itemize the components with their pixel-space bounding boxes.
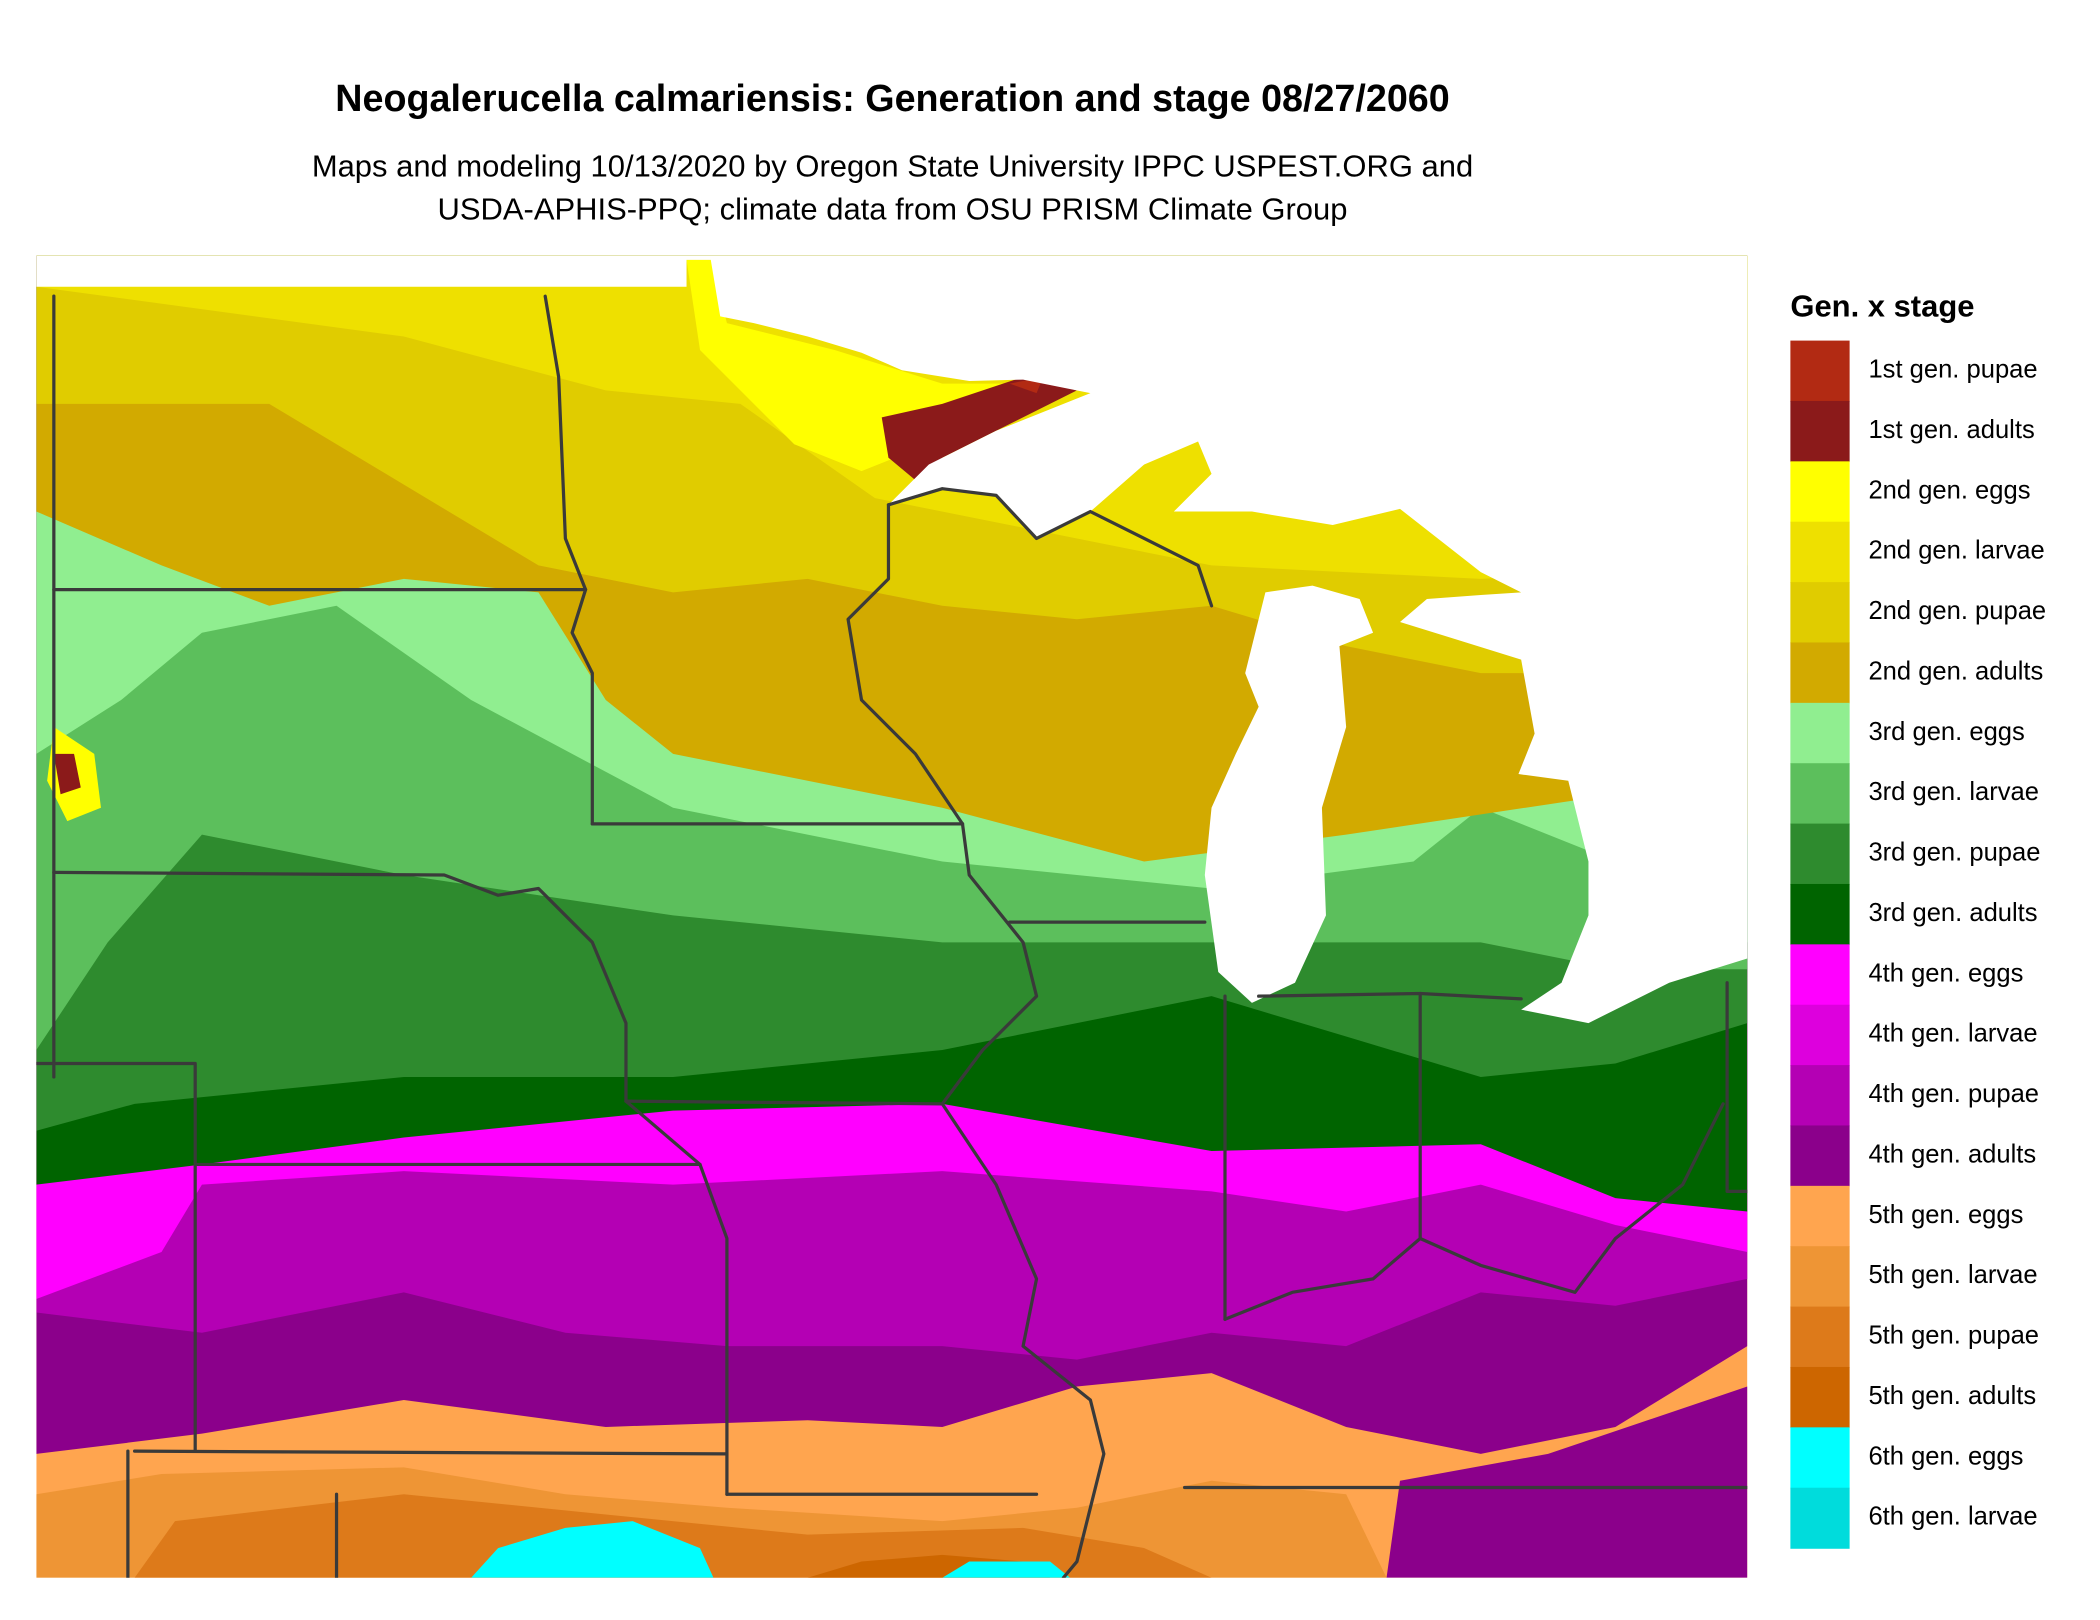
legend-label: 4th gen. larvae xyxy=(1868,1020,2037,1048)
state-border xyxy=(133,1449,729,1456)
legend-swatch xyxy=(1790,642,1850,704)
legend-label: 6th gen. eggs xyxy=(1868,1442,2023,1470)
legend-swatch xyxy=(1790,400,1850,463)
legend-swatch xyxy=(1790,1125,1850,1187)
legend-swatch xyxy=(1790,1427,1850,1489)
legend-swatch xyxy=(1790,461,1850,523)
legend-label: 5th gen. larvae xyxy=(1868,1261,2037,1289)
legend-swatch xyxy=(1790,1246,1850,1308)
state-border xyxy=(886,487,1214,608)
legend-swatch xyxy=(1790,1185,1850,1247)
stage-patch xyxy=(942,1561,1071,1578)
legend-swatch xyxy=(1790,763,1850,825)
legend-swatch xyxy=(1790,582,1850,644)
legend-label: 3rd gen. eggs xyxy=(1868,718,2024,746)
subtitle: Maps and modeling 10/13/2020 by Oregon S… xyxy=(312,148,1473,183)
title: Neogalerucella calmariensis: Generation … xyxy=(335,77,1449,119)
legend-swatch xyxy=(1790,1065,1850,1127)
stage-patch xyxy=(881,376,1077,492)
legend-swatch xyxy=(1790,1366,1850,1429)
state-border xyxy=(940,1102,1106,1578)
legend-label: 5th gen. pupae xyxy=(1868,1322,2039,1350)
legend-label: 4th gen. eggs xyxy=(1868,959,2023,987)
legend-label: 4th gen. pupae xyxy=(1868,1080,2039,1108)
state-border xyxy=(846,503,965,826)
state-border xyxy=(36,1061,197,1453)
water xyxy=(1204,585,1374,1003)
water xyxy=(36,255,1748,1024)
state-border xyxy=(624,1099,944,1106)
legend: 1st gen. pupae 1st gen. adults 2nd gen. eg… xyxy=(1790,340,2046,1549)
legend-label: 3rd gen. pupae xyxy=(1868,839,2040,867)
legend-swatch xyxy=(1790,944,1850,1006)
state-border xyxy=(624,1099,729,1496)
legend-label: 5th gen. adults xyxy=(1868,1382,2036,1410)
state-border xyxy=(1223,1102,1725,1321)
legend-label: 2nd gen. pupae xyxy=(1868,597,2046,625)
legend-swatch xyxy=(1790,1306,1850,1368)
legend-label: 1st gen. adults xyxy=(1868,416,2034,444)
legend-swatch xyxy=(1790,1487,1850,1549)
subtitle: USDA-APHIS-PPQ; climate data from OSU PR… xyxy=(438,192,1348,227)
legend-swatch xyxy=(1790,823,1850,885)
stage-patch xyxy=(471,1521,714,1578)
state-border xyxy=(1257,991,1523,1001)
legend-label: 5th gen. eggs xyxy=(1868,1201,2023,1229)
legend-swatch xyxy=(1790,702,1850,764)
state-border xyxy=(543,294,594,826)
stage-patch xyxy=(53,753,81,795)
state-border xyxy=(1725,981,1748,1193)
legend-swatch xyxy=(1790,1004,1850,1066)
legend-swatch xyxy=(1790,521,1850,583)
legend-label: 2nd gen. eggs xyxy=(1868,476,2030,504)
state-border xyxy=(52,870,628,1103)
legend-label: 3rd gen. larvae xyxy=(1868,778,2039,806)
legend-label: 3rd gen. adults xyxy=(1868,899,2037,927)
legend-label: 1st gen. pupae xyxy=(1868,356,2037,384)
legend-label: 4th gen. adults xyxy=(1868,1140,2036,1168)
legend-title: Gen. x stage xyxy=(1790,288,1974,323)
legend-label: 2nd gen. larvae xyxy=(1868,537,2044,565)
legend-label: 6th gen. larvae xyxy=(1868,1503,2037,1531)
stage-patch xyxy=(1386,1386,1748,1578)
map xyxy=(36,255,1748,1578)
legend-swatch xyxy=(1790,340,1850,402)
legend-label: 2nd gen. adults xyxy=(1868,657,2043,685)
state-border xyxy=(940,822,1039,1106)
legend-swatch xyxy=(1790,883,1850,946)
